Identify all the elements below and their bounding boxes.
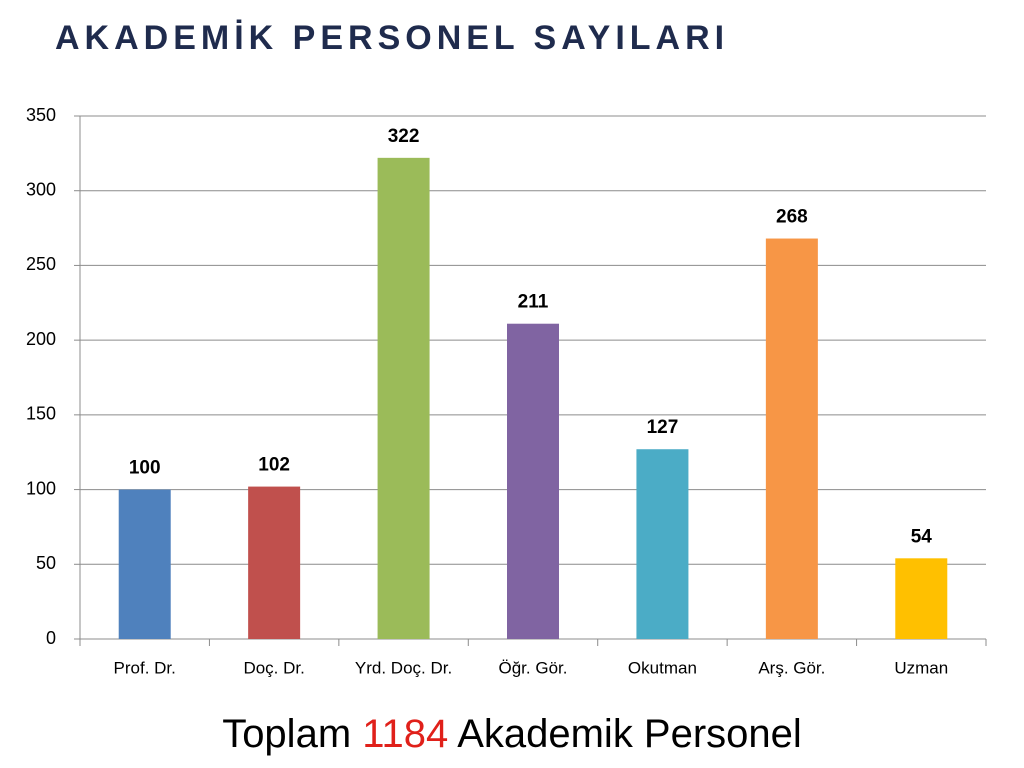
footer-text: Toplam (222, 712, 352, 756)
x-tick-label: Doç. Dr. (243, 658, 304, 677)
value-label: 54 (911, 526, 933, 547)
y-tick-label: 100 (26, 478, 56, 498)
bar (765, 238, 818, 639)
bar (248, 486, 301, 639)
value-label: 102 (258, 455, 290, 476)
bar (895, 558, 948, 639)
footer-text: Akademik Personel (457, 712, 802, 756)
chart-title: AKADEMİK PERSONEL SAYILARI (55, 19, 729, 57)
bar (507, 323, 559, 639)
x-tick-label: Uzman (894, 658, 948, 677)
x-tick-label: Okutman (628, 658, 697, 677)
y-tick-label: 150 (26, 404, 56, 424)
y-tick-label: 300 (26, 179, 56, 199)
bar (636, 449, 689, 639)
chart: AKADEMİK PERSONEL SAYILARI 0 50 100 150 200 2… (26, 19, 987, 677)
x-tick-label: Öğr. Gör. (499, 658, 568, 677)
footer: Toplam 1184 Akademik Personel (0, 712, 1024, 757)
value-label: 322 (388, 126, 420, 147)
x-tick-label: Yrd. Doç. Dr. (355, 658, 452, 677)
y-tick-label: 0 (46, 628, 56, 648)
y-tick-label: 50 (36, 553, 56, 573)
y-tick-label: 350 (26, 105, 56, 125)
footer-total: 1184 (362, 712, 449, 756)
x-tick-label: Prof. Dr. (114, 658, 176, 677)
value-label: 127 (647, 417, 679, 438)
value-label: 211 (518, 292, 549, 313)
y-tick-label: 250 (26, 254, 56, 274)
value-label: 100 (129, 458, 161, 479)
bar (377, 157, 430, 639)
bar (118, 489, 171, 639)
value-label: 268 (776, 207, 808, 228)
x-tick-label: Arş. Gör. (758, 658, 825, 677)
y-tick-label: 200 (26, 329, 56, 349)
